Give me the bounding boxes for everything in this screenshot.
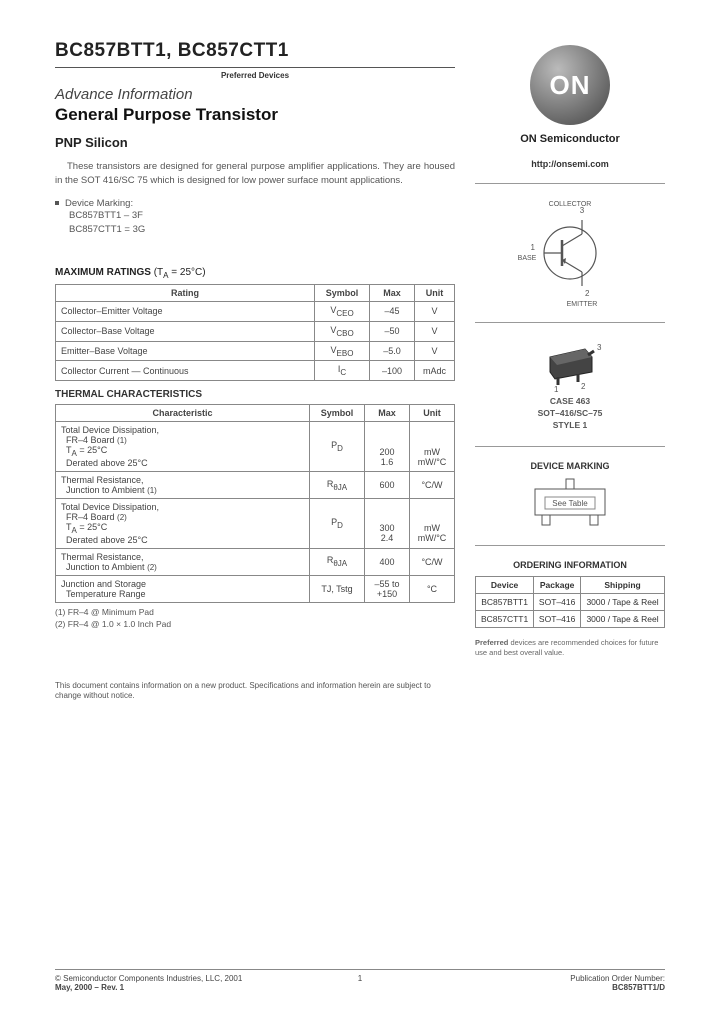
col-max: Max bbox=[365, 405, 410, 422]
max-ratings-table: Rating Symbol Max Unit Collector–Emitter… bbox=[55, 284, 455, 381]
case-line: CASE 463 bbox=[475, 396, 665, 408]
col-symbol: Symbol bbox=[315, 285, 370, 302]
svg-text:2: 2 bbox=[581, 382, 586, 391]
revision-date: May, 2000 – Rev. 1 bbox=[55, 983, 242, 992]
svg-text:2: 2 bbox=[585, 289, 590, 298]
svg-text:3: 3 bbox=[597, 343, 602, 352]
table-footnotes: (1) FR–4 @ Minimum Pad (2) FR–4 @ 1.0 × … bbox=[55, 607, 455, 631]
svg-text:COLLECTOR: COLLECTOR bbox=[549, 201, 592, 208]
table-row: Total Device Dissipation, FR–4 Board (2)… bbox=[56, 499, 455, 549]
divider bbox=[55, 67, 455, 68]
disclaimer-text: This document contains information on a … bbox=[55, 681, 455, 703]
svg-text:1: 1 bbox=[554, 385, 559, 392]
part-number-title: BC857BTT1, BC857CTT1 bbox=[55, 40, 455, 62]
table-row: Collector–Base VoltageVCBO–50V bbox=[56, 321, 455, 341]
table-row: Thermal Resistance, Junction to Ambient … bbox=[56, 548, 455, 575]
svg-text:See Table: See Table bbox=[552, 499, 588, 508]
company-url: http://onsemi.com bbox=[475, 159, 665, 169]
svg-text:1: 1 bbox=[531, 243, 536, 252]
device-marking-heading: DEVICE MARKING bbox=[475, 461, 665, 471]
pinout-diagram: 3 COLLECTOR 1 BASE 2 EMITTER bbox=[475, 198, 665, 308]
pub-order-label: Publication Order Number: bbox=[570, 974, 665, 983]
table-row: Junction and Storage Temperature Range T… bbox=[56, 575, 455, 602]
description-text: These transistors are designed for gener… bbox=[55, 160, 455, 188]
preferred-devices-label: Preferred Devices bbox=[55, 71, 455, 80]
case-line: STYLE 1 bbox=[475, 420, 665, 432]
bullet-icon bbox=[55, 201, 59, 205]
product-title: General Purpose Transistor bbox=[55, 105, 455, 125]
col-package: Package bbox=[534, 576, 581, 593]
marking-line: BC857CTT1 = 3G bbox=[69, 223, 455, 237]
ordering-table: Device Package Shipping BC857BTT1SOT–416… bbox=[475, 576, 665, 628]
table-row: Total Device Dissipation, FR–4 Board (1)… bbox=[56, 422, 455, 472]
col-max: Max bbox=[370, 285, 415, 302]
package-diagram: 3 2 1 CASE 463 SOT–416/SC–75 STYLE 1 bbox=[475, 337, 665, 432]
col-unit: Unit bbox=[410, 405, 455, 422]
case-line: SOT–416/SC–75 bbox=[475, 408, 665, 420]
col-unit: Unit bbox=[415, 285, 455, 302]
divider bbox=[475, 183, 665, 184]
ordering-heading: ORDERING INFORMATION bbox=[475, 560, 665, 570]
copyright: © Semiconductor Components Industries, L… bbox=[55, 974, 242, 983]
pub-order-number: BC857BTT1/D bbox=[570, 983, 665, 992]
device-marking-diagram: See Table bbox=[475, 471, 665, 531]
advance-info-label: Advance Information bbox=[55, 86, 455, 103]
pnp-silicon-label: PNP Silicon bbox=[55, 135, 455, 150]
col-device: Device bbox=[476, 576, 534, 593]
divider bbox=[475, 545, 665, 546]
col-rating: Rating bbox=[56, 285, 315, 302]
device-marking-heading: Device Marking: bbox=[65, 198, 133, 209]
divider bbox=[475, 446, 665, 447]
page-footer: © Semiconductor Components Industries, L… bbox=[55, 969, 665, 992]
svg-text:BASE: BASE bbox=[518, 255, 537, 262]
max-ratings-heading: MAXIMUM RATINGS (TA = 25°C) bbox=[55, 267, 455, 280]
company-logo-block: ON ON Semiconductor bbox=[475, 45, 665, 145]
table-row: BC857CTT1SOT–4163000 / Tape & Reel bbox=[476, 610, 665, 627]
thermal-heading: THERMAL CHARACTERISTICS bbox=[55, 389, 455, 400]
table-row: Collector Current — ContinuousIC–100mAdc bbox=[56, 361, 455, 381]
company-name: ON Semiconductor bbox=[475, 133, 665, 145]
table-row: BC857BTT1SOT–4163000 / Tape & Reel bbox=[476, 593, 665, 610]
table-row: Collector–Emitter VoltageVCEO–45V bbox=[56, 302, 455, 322]
device-marking-section: Device Marking: BC857BTT1 – 3F BC857CTT1… bbox=[55, 198, 455, 238]
col-symbol: Symbol bbox=[310, 405, 365, 422]
page-number: 1 bbox=[358, 974, 362, 983]
col-char: Characteristic bbox=[56, 405, 310, 422]
table-row: Thermal Resistance, Junction to Ambient … bbox=[56, 472, 455, 499]
table-row: Emitter–Base VoltageVEBO–5.0V bbox=[56, 341, 455, 361]
col-shipping: Shipping bbox=[581, 576, 665, 593]
on-logo-icon: ON bbox=[530, 45, 610, 125]
thermal-table: Characteristic Symbol Max Unit Total Dev… bbox=[55, 404, 455, 603]
preferred-note: Preferred devices are recommended choice… bbox=[475, 638, 665, 658]
marking-line: BC857BTT1 – 3F bbox=[69, 209, 455, 223]
divider bbox=[475, 322, 665, 323]
svg-text:EMITTER: EMITTER bbox=[567, 301, 598, 308]
